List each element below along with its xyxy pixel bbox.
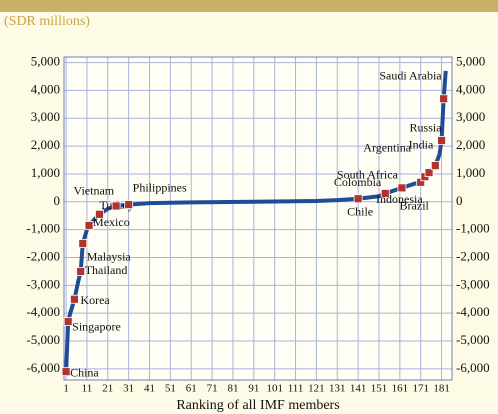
y2-tick-label: 2,000 (456, 137, 485, 152)
y2-tick-label: 3,000 (456, 109, 485, 124)
x-tick-label: 1 (63, 383, 69, 395)
x-tick-label: 151 (371, 383, 388, 395)
point-label: Brazil (400, 198, 430, 212)
x-tick-label: 51 (165, 383, 176, 395)
x-tick-label: 31 (123, 383, 134, 395)
y2-tick-label: -3,000 (456, 276, 490, 291)
top-band (0, 0, 498, 12)
plot-frame (63, 56, 453, 381)
point (353, 194, 363, 204)
point (76, 267, 86, 276)
point-label: Vietnam (74, 184, 115, 198)
point (424, 168, 434, 177)
y2-tick-label: -1,000 (456, 221, 490, 236)
y2-tick-label: 5,000 (456, 54, 485, 69)
point (95, 209, 104, 219)
x-tick-label: 81 (227, 383, 238, 395)
point-label: Malaysia (87, 249, 132, 263)
point-label: Chile (347, 204, 373, 218)
point-label: South Africa (337, 168, 399, 182)
y-tick-label: 0 (54, 193, 61, 208)
point-label: Thailand (85, 263, 128, 277)
x-tick-label: 121 (308, 383, 325, 395)
y-tick-label: -5,000 (26, 332, 60, 347)
point (437, 136, 446, 145)
x-tick-label: 111 (288, 383, 304, 395)
x-tick-label: 131 (329, 383, 346, 395)
point (61, 367, 71, 377)
y-tick-label: -2,000 (26, 248, 60, 263)
y-tick-label: -4,000 (26, 304, 60, 319)
x-tick-label: 141 (350, 383, 367, 395)
point-label: India (409, 137, 434, 151)
point (380, 189, 390, 198)
point (439, 94, 449, 104)
x-tick-label: 71 (207, 383, 218, 395)
y-tick-label: 1,000 (31, 165, 60, 180)
y2-tick-label: -4,000 (456, 304, 490, 319)
x-tick-label: 61 (186, 383, 197, 395)
point (397, 183, 407, 193)
point (78, 239, 88, 248)
point (70, 294, 79, 304)
point (84, 221, 94, 230)
x-tick-label: 101 (266, 383, 283, 395)
x-tick-label: 91 (248, 383, 259, 395)
y2-tick-label: 4,000 (456, 81, 485, 96)
point (430, 161, 440, 170)
point (111, 201, 121, 211)
x-tick-label: 161 (392, 383, 409, 395)
point-label: Colombia (334, 175, 382, 189)
x-tick-label: 11 (82, 383, 93, 395)
point-label: Singapore (72, 319, 121, 333)
point-label: Indonesia (376, 192, 423, 206)
point-label: Philippines (133, 180, 187, 194)
y-tick-label: -1,000 (26, 221, 60, 236)
x-axis-label: Ranking of all IMF members (176, 398, 339, 413)
point (63, 317, 73, 326)
y2-tick-label: 0 (456, 193, 463, 208)
y-tick-label: -6,000 (26, 360, 60, 375)
point-label: Russia (410, 120, 443, 134)
y-tick-label: 5,000 (31, 54, 60, 69)
point-label: Argentina (363, 140, 411, 154)
y-tick-label: 3,000 (31, 109, 60, 124)
point-label: Korea (80, 293, 110, 307)
x-tick-label: 41 (144, 383, 155, 395)
point (124, 200, 134, 209)
y-tick-label: 4,000 (31, 81, 60, 96)
x-tick-label: 181 (433, 383, 450, 395)
y-tick-label: -3,000 (26, 276, 60, 291)
point-label: Saudi Arabia (379, 69, 442, 83)
point-label: China (70, 365, 99, 379)
y2-tick-label: 1,000 (456, 165, 485, 180)
y2-tick-label: -2,000 (456, 248, 490, 263)
y-tick-label: 2,000 (31, 137, 60, 152)
x-tick-label: 171 (412, 383, 429, 395)
subtitle: (SDR millions) (4, 14, 90, 29)
y2-tick-label: -6,000 (456, 360, 490, 375)
x-tick-label: 21 (102, 383, 113, 395)
y2-tick-label: -5,000 (456, 332, 490, 347)
